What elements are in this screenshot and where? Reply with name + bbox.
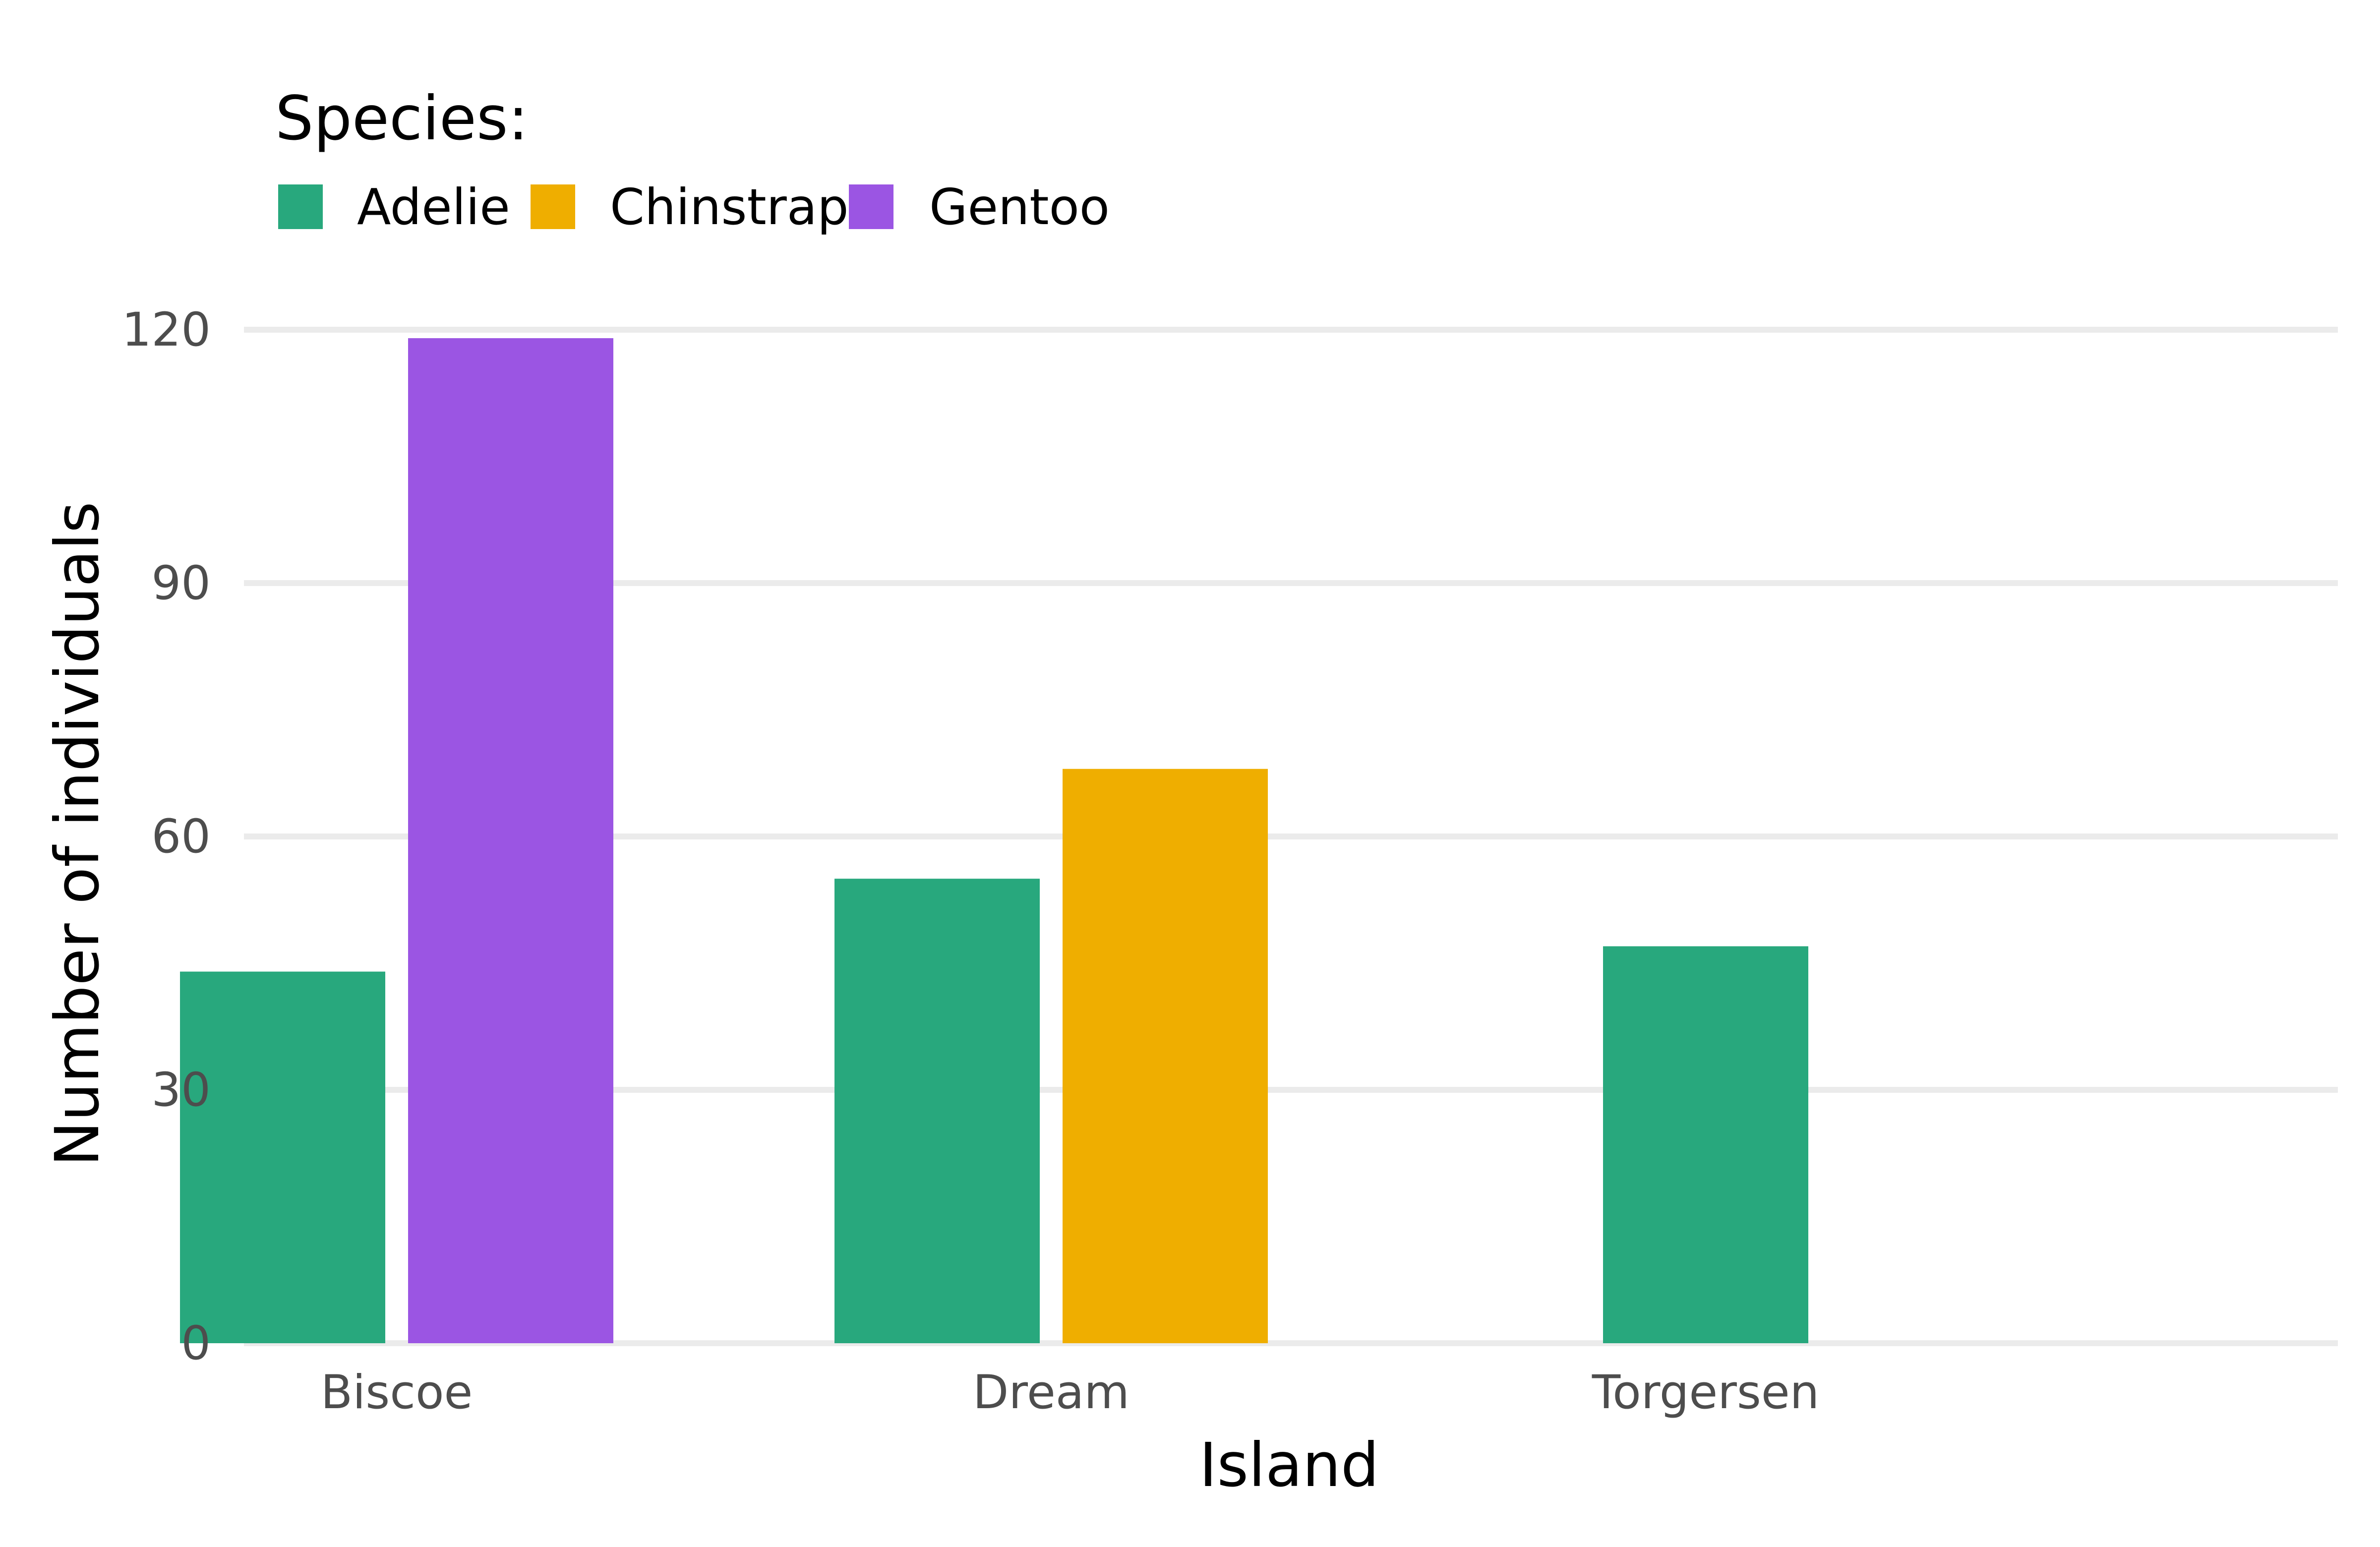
- legend-label-chinstrap: Chinstrap: [610, 178, 849, 236]
- bar-biscoe-adelie: [180, 971, 385, 1343]
- x-tick-label-biscoe: Biscoe: [321, 1366, 473, 1420]
- bar-biscoe-gentoo: [408, 338, 613, 1343]
- x-axis-tick-labels: Biscoe Dream Torgersen: [321, 1366, 1820, 1420]
- x-tick-label-dream: Dream: [973, 1366, 1130, 1420]
- bar-dream-adelie: [834, 879, 1040, 1343]
- y-axis-title: Number of individuals: [42, 502, 113, 1167]
- bars: [180, 338, 1808, 1343]
- y-tick-label-60: 60: [151, 810, 211, 864]
- bar-torgersen-adelie: [1603, 946, 1808, 1343]
- bar-dream-chinstrap: [1063, 769, 1268, 1343]
- x-tick-label-torgersen: Torgersen: [1592, 1366, 1819, 1420]
- y-tick-label-0: 0: [181, 1316, 211, 1370]
- legend-swatch-adelie: [278, 184, 323, 229]
- legend-label-gentoo: Gentoo: [929, 178, 1110, 236]
- x-axis-title: Island: [1199, 1430, 1379, 1500]
- y-tick-label-90: 90: [151, 556, 211, 610]
- legend-swatch-chinstrap: [531, 184, 575, 229]
- legend-title: Species:: [275, 83, 529, 154]
- y-tick-label-120: 120: [122, 303, 211, 357]
- y-tick-label-30: 30: [151, 1063, 211, 1117]
- y-axis-tick-labels: 0 30 60 90 120: [122, 303, 211, 1370]
- legend-swatch-gentoo: [849, 184, 893, 229]
- legend-label-adelie: Adelie: [357, 178, 510, 236]
- legend: Species: Adelie Chinstrap Gentoo: [275, 83, 1110, 236]
